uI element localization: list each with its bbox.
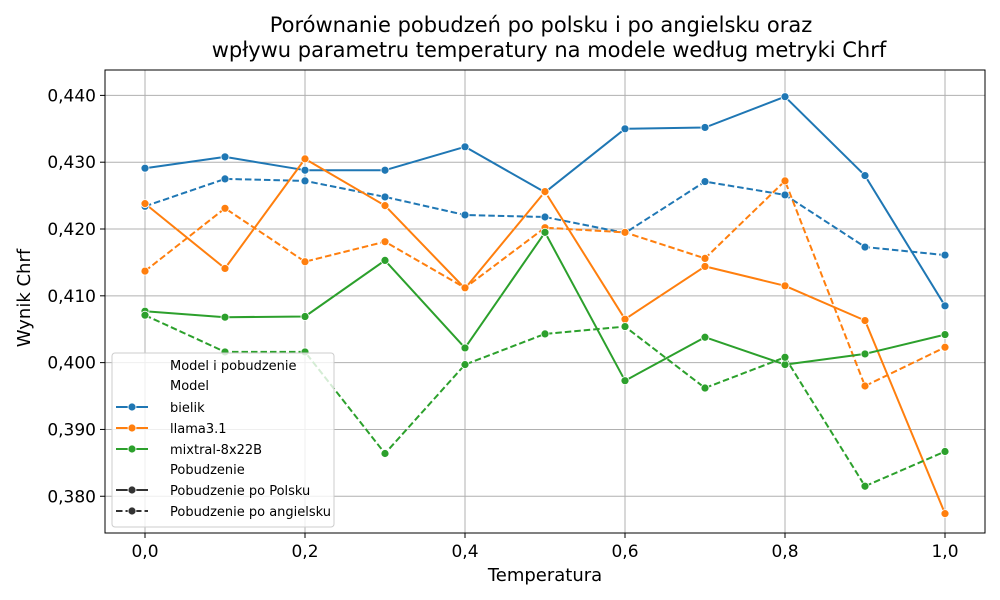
data-point-llama3-1 bbox=[380, 237, 390, 247]
data-point-bielik bbox=[300, 165, 310, 175]
data-point-llama3-1 bbox=[220, 264, 230, 273]
data-point-mixtral-8x22b bbox=[380, 449, 390, 458]
data-point-bielik bbox=[860, 171, 870, 180]
legend-prompt-heading: Pobudzenie bbox=[170, 463, 245, 478]
data-point-llama3-1 bbox=[460, 283, 470, 293]
data-point-mixtral-8x22b bbox=[540, 227, 550, 237]
data-point-mixtral-8x22b bbox=[300, 312, 310, 321]
plot-frame bbox=[104, 69, 986, 534]
data-point-llama3-1 bbox=[940, 342, 950, 352]
data-point-llama3-1 bbox=[860, 316, 870, 325]
legend-marker bbox=[127, 485, 137, 495]
series-markers bbox=[140, 92, 950, 519]
legend-title: Model i pobudzenie bbox=[170, 359, 297, 374]
data-point-llama3-1 bbox=[700, 262, 710, 271]
data-point-mixtral-8x22b bbox=[780, 360, 790, 370]
axis-ticks: 0,0 0,2 0,4 0,6 0,8 1,0 0,380 0,390 0,400 0,410 0,… bbox=[47, 86, 958, 562]
y-tick-label: 0,420 bbox=[47, 220, 96, 240]
data-point-mixtral-8x22b bbox=[940, 330, 950, 339]
y-tick-label: 0,410 bbox=[47, 287, 96, 307]
data-point-bielik bbox=[940, 250, 950, 260]
data-point-mixtral-8x22b bbox=[220, 312, 230, 322]
data-point-bielik bbox=[380, 192, 390, 202]
legend-marker bbox=[127, 506, 137, 516]
y-tick-label: 0,430 bbox=[47, 153, 96, 173]
y-tick-label: 0,400 bbox=[47, 354, 96, 374]
legend: Model i pobudzenie Model Pobudzenie biel… bbox=[111, 352, 335, 528]
data-point-bielik bbox=[460, 142, 470, 152]
data-point-bielik bbox=[940, 301, 950, 311]
x-tick-label: 0,0 bbox=[131, 542, 158, 562]
series-line-llama3-1-en bbox=[144, 179, 946, 387]
x-axis-label: Temperatura bbox=[487, 565, 602, 586]
data-point-mixtral-8x22b bbox=[620, 322, 630, 331]
chart-title-line-1: Porównanie pobudzeń po polsku i po angie… bbox=[270, 13, 813, 37]
data-point-llama3-1 bbox=[940, 509, 950, 519]
data-point-llama3-1 bbox=[540, 187, 550, 196]
data-point-llama3-1 bbox=[300, 257, 310, 267]
data-point-bielik bbox=[140, 163, 150, 173]
data-point-llama3-1 bbox=[780, 281, 790, 291]
data-point-llama3-1 bbox=[860, 381, 870, 391]
data-point-mixtral-8x22b bbox=[700, 383, 710, 393]
legend-box bbox=[111, 352, 335, 528]
data-point-mixtral-8x22b bbox=[780, 352, 790, 362]
legend-label: llama3.1 bbox=[170, 422, 227, 437]
series-line-bielik-pl bbox=[144, 95, 946, 307]
data-point-mixtral-8x22b bbox=[860, 349, 870, 359]
legend-label: bielik bbox=[170, 401, 205, 416]
x-tick-label: 0,6 bbox=[611, 542, 638, 562]
legend-marker bbox=[127, 423, 137, 433]
y-axis-label: Wynik Chrf bbox=[14, 248, 35, 347]
legend-marker bbox=[127, 444, 137, 454]
data-point-llama3-1 bbox=[300, 154, 310, 164]
x-tick-label: 1,0 bbox=[931, 542, 958, 562]
data-point-llama3-1 bbox=[140, 199, 150, 209]
data-point-llama3-1 bbox=[780, 176, 790, 186]
data-point-mixtral-8x22b bbox=[140, 310, 150, 320]
data-point-bielik bbox=[460, 210, 470, 220]
data-point-llama3-1 bbox=[380, 201, 390, 211]
data-point-mixtral-8x22b bbox=[700, 332, 710, 342]
series-line-bielik-en bbox=[144, 177, 946, 257]
legend-marker bbox=[127, 402, 137, 412]
series-line-mixtral-8x22b-en bbox=[144, 314, 946, 488]
data-point-llama3-1 bbox=[620, 314, 630, 324]
data-point-mixtral-8x22b bbox=[940, 447, 950, 456]
y-tick-label: 0,380 bbox=[47, 487, 96, 507]
data-point-mixtral-8x22b bbox=[460, 360, 470, 370]
legend-model-heading: Model bbox=[170, 379, 209, 394]
data-point-llama3-1 bbox=[700, 254, 710, 263]
y-tick-label: 0,440 bbox=[47, 86, 96, 106]
data-point-bielik bbox=[780, 92, 790, 102]
data-point-mixtral-8x22b bbox=[860, 481, 870, 491]
data-point-bielik bbox=[860, 242, 870, 252]
data-point-bielik bbox=[700, 123, 710, 132]
legend-label: Pobudzenie po angielsku bbox=[170, 505, 331, 520]
data-point-llama3-1 bbox=[220, 203, 230, 213]
data-point-bielik bbox=[780, 190, 790, 200]
chart-title-line-2: wpływu parametru temperatury na modele w… bbox=[212, 38, 887, 62]
data-point-mixtral-8x22b bbox=[460, 343, 470, 353]
data-point-mixtral-8x22b bbox=[540, 329, 550, 339]
y-tick-label: 0,390 bbox=[47, 420, 96, 440]
data-point-llama3-1 bbox=[620, 227, 630, 237]
data-point-llama3-1 bbox=[140, 266, 150, 276]
legend-label: Pobudzenie po Polsku bbox=[170, 484, 310, 499]
data-point-bielik bbox=[220, 152, 230, 162]
data-point-bielik bbox=[380, 165, 390, 175]
data-point-bielik bbox=[300, 176, 310, 186]
x-tick-label: 0,4 bbox=[451, 542, 478, 562]
data-point-bielik bbox=[700, 177, 710, 186]
data-point-mixtral-8x22b bbox=[620, 376, 630, 386]
data-point-bielik bbox=[620, 124, 630, 134]
data-point-mixtral-8x22b bbox=[380, 256, 390, 265]
x-tick-label: 0,8 bbox=[771, 542, 798, 562]
data-point-bielik bbox=[540, 212, 550, 222]
data-point-bielik bbox=[220, 174, 230, 184]
x-tick-label: 0,2 bbox=[291, 542, 318, 562]
legend-label: mixtral-8x22B bbox=[170, 443, 262, 458]
